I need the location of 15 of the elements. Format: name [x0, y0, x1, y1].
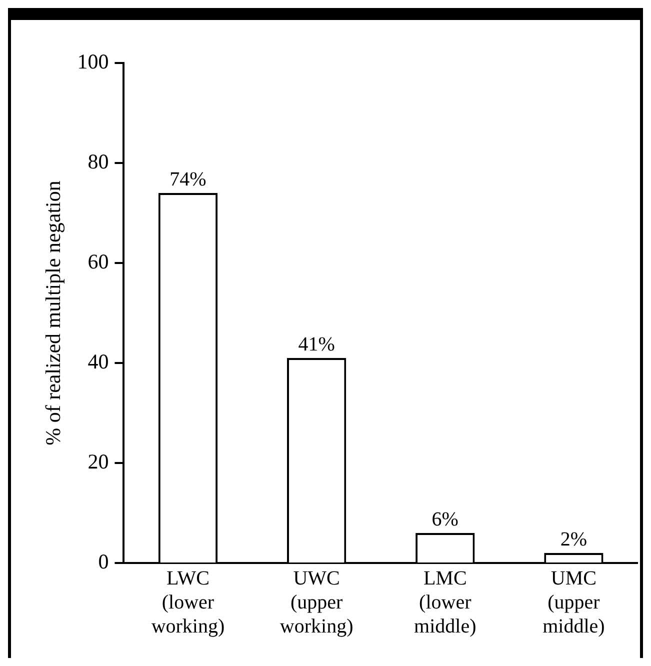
y-tick-label: 100	[77, 50, 109, 74]
y-axis-title: % of realized multiple negation	[41, 180, 66, 446]
data-label: 6%	[432, 508, 458, 530]
y-tick-label: 60	[88, 250, 109, 274]
data-label: 41%	[298, 333, 335, 356]
data-label: 74%	[170, 168, 206, 190]
y-tick-label: 80	[88, 150, 109, 174]
x-tick-label: UMC (upper middle)	[542, 567, 605, 638]
y-tick-label: 40	[88, 350, 109, 374]
data-label: 2%	[560, 528, 588, 550]
x-tick-label: LMC (lower middle)	[414, 567, 476, 638]
y-tick-label: 0	[98, 550, 109, 574]
x-tick-label: UWC (upper working)	[280, 567, 354, 638]
x-tick-label: LWC (lower working)	[151, 567, 225, 638]
y-tick-label: 20	[88, 450, 109, 474]
